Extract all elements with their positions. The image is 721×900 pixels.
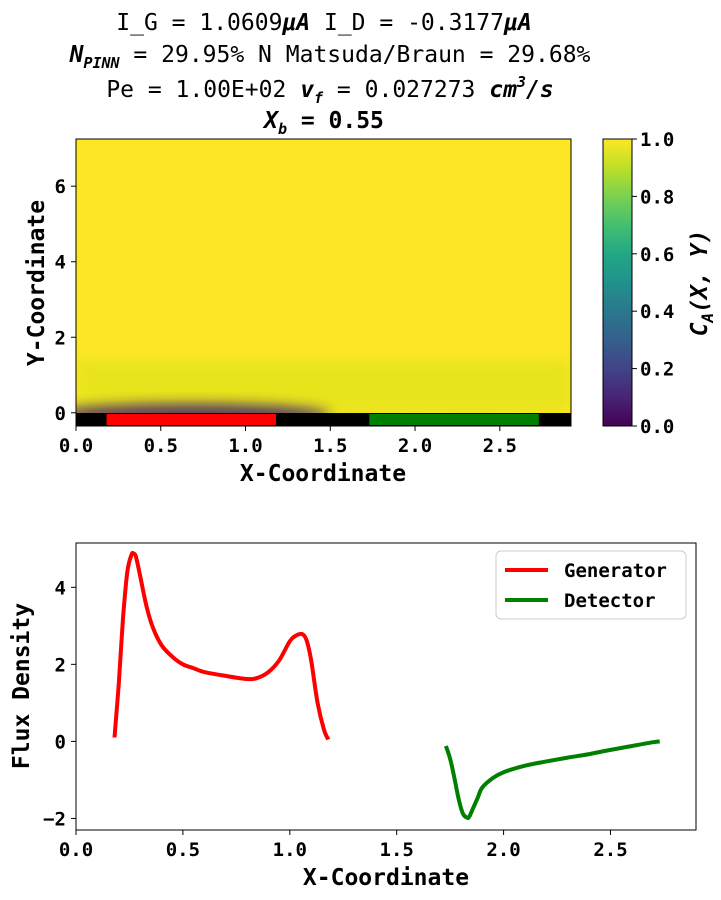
- generator-electrode: [106, 414, 277, 425]
- flux-panel: 0.0 0.5 1.0 1.5 2.0 2.5 −2 0 2 4 X-Coordinate Fl…: [9, 542, 697, 891]
- flux-x-tick-label: 2.0: [486, 839, 520, 861]
- flux-y-tick-label: 0: [55, 731, 66, 753]
- heatmap-frame: [75, 138, 572, 427]
- heatmap-x-axis-label: X-Coordinate: [240, 461, 406, 487]
- flux-y-tick-label: 4: [55, 577, 66, 599]
- flux-x-tick-label: 0.0: [59, 839, 93, 861]
- flux-x-tick-label: 2.5: [593, 839, 627, 861]
- heatmap-x-tick-label: 0.5: [144, 435, 178, 457]
- colorbar-tick-label: 0.0: [640, 416, 674, 438]
- heatmap-y-tick-label: 4: [55, 252, 66, 274]
- colorbar: 0.0 0.2 0.4 0.6 0.8 1.0 CA(X, Y): [602, 129, 717, 438]
- flux-x-tick-label: 1.0: [273, 839, 307, 861]
- flux-y-axis-label: Flux Density: [9, 603, 35, 769]
- heatmap-x-tick-label: 2.5: [483, 435, 517, 457]
- series-line-detector: [444, 739, 660, 820]
- detector-electrode: [369, 414, 539, 425]
- colorbar-tick-label: 0.8: [640, 186, 674, 208]
- colorbar-tick-label: 0.2: [640, 359, 674, 381]
- flux-x-tick-label: 0.5: [166, 839, 200, 861]
- flux-x-axis: 0.0 0.5 1.0 1.5 2.0 2.5: [59, 830, 628, 861]
- colorbar-ticks: 0.0 0.2 0.4 0.6 0.8 1.0: [632, 129, 674, 438]
- legend-label-detector: Detector: [564, 590, 656, 612]
- legend-label-generator: Generator: [564, 560, 667, 582]
- heatmap-x-tick-label: 0.0: [59, 435, 93, 457]
- title-line-xb: Xb = 0.55: [262, 108, 384, 138]
- heatmap-field: [76, 139, 571, 426]
- heatmap-y-axis-label: Y-Coordinate: [24, 200, 50, 366]
- heatmap-x-tick-label: 1.5: [313, 435, 347, 457]
- colorbar-tick-label: 1.0: [640, 129, 674, 151]
- heatmap-y-axis: 0 2 4 6: [55, 176, 76, 425]
- heatmap-panel: 0.0 0.5 1.0 1.5 2.0 2.5 0 2 4 6 X-Coordinate Y-C…: [24, 138, 572, 487]
- flux-x-tick-label: 1.5: [380, 839, 414, 861]
- heatmap-x-tick-label: 1.0: [228, 435, 262, 457]
- colorbar-gradient: [602, 138, 633, 427]
- colorbar-tick-label: 0.4: [640, 301, 674, 323]
- heatmap-x-tick-label: 2.0: [398, 435, 432, 457]
- heatmap-y-tick-label: 2: [55, 327, 66, 349]
- flux-x-axis-label: X-Coordinate: [303, 865, 469, 891]
- flux-legend: Generator Detector: [495, 550, 687, 620]
- series-line-generator: [112, 550, 331, 741]
- flux-y-tick-label: −2: [43, 808, 66, 830]
- title-line-flow: Pe = 1.00E+02 vf = 0.027273 cm3/s: [106, 73, 553, 107]
- colorbar-tick-label: 0.6: [640, 244, 674, 266]
- heatmap-y-tick-label: 6: [55, 176, 66, 198]
- flux-y-tick-label: 2: [55, 654, 66, 676]
- heatmap-x-axis: 0.0 0.5 1.0 1.5 2.0 2.5: [59, 426, 517, 457]
- flux-series-group: [112, 550, 660, 820]
- title-line-collection-efficiency: NPINN = 29.95% N Matsuda/Braun = 29.68%: [69, 42, 591, 72]
- title-line-currents: I_G = 1.0609μA I_D = -0.3177μA: [116, 10, 531, 36]
- colorbar-label: CA(X, Y): [687, 230, 717, 337]
- heatmap-y-tick-label: 0: [55, 403, 66, 425]
- figure-title: I_G = 1.0609μA I_D = -0.3177μA NPINN = 2…: [69, 10, 591, 138]
- flux-y-axis: −2 0 2 4: [43, 577, 76, 830]
